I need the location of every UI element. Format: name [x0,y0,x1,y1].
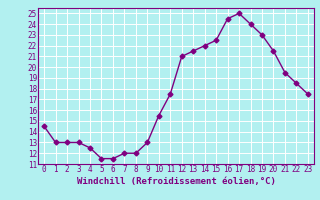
X-axis label: Windchill (Refroidissement éolien,°C): Windchill (Refroidissement éolien,°C) [76,177,276,186]
